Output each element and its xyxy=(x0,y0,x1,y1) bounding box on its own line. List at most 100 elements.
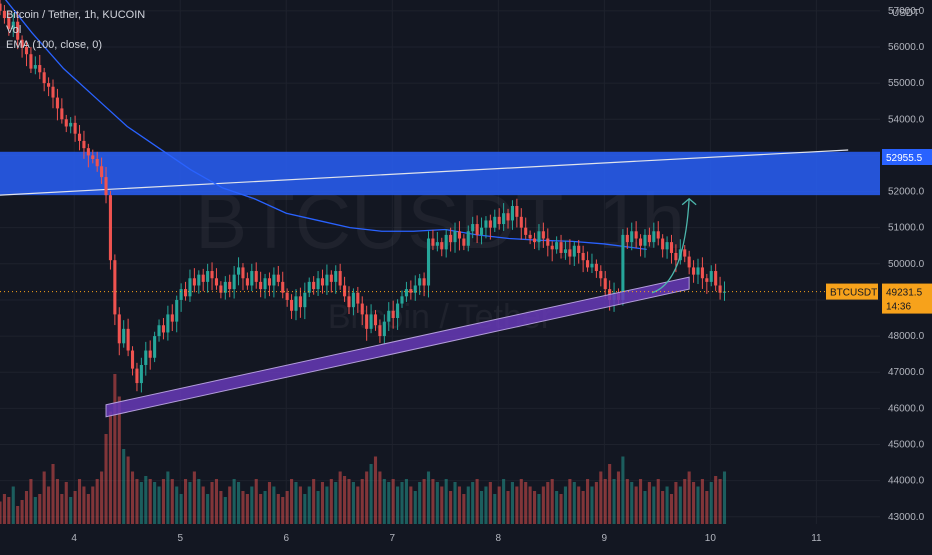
candle-body xyxy=(360,303,364,315)
price-tick-label: 48000.0 xyxy=(888,331,925,342)
zone-trendline xyxy=(0,149,849,196)
volume-bar xyxy=(139,482,143,524)
zone-price-text: 52955.5 xyxy=(886,153,923,164)
volume-bar xyxy=(718,479,722,524)
legend-symbol[interactable]: Bitcoin / Tether, 1h, KUCOIN xyxy=(6,9,146,21)
candle-body xyxy=(709,271,713,282)
candle-body xyxy=(183,289,188,297)
candle-body xyxy=(479,227,484,235)
volume-bar xyxy=(373,456,378,524)
candle-body xyxy=(687,256,691,268)
candle-body xyxy=(276,274,280,282)
candle-body xyxy=(7,18,11,29)
candle-body xyxy=(488,220,492,228)
resistance-zone[interactable] xyxy=(0,149,880,196)
candle-body xyxy=(409,289,413,293)
volume-bar xyxy=(612,479,616,524)
volume-bar xyxy=(11,486,15,524)
volume-bar xyxy=(453,482,457,524)
volume-bar xyxy=(347,479,351,524)
candle-body xyxy=(714,271,718,286)
candle-body xyxy=(581,252,585,261)
time-tick-label: 5 xyxy=(177,533,183,544)
price-axis[interactable]: 57000.056000.055000.054000.053000.052000… xyxy=(888,6,925,523)
volume-bar xyxy=(378,471,382,524)
candle-body xyxy=(108,195,112,261)
volume-bar xyxy=(656,479,660,524)
volume-bar xyxy=(210,482,214,524)
candle-body xyxy=(325,274,329,286)
candle-body xyxy=(303,292,307,308)
legend-volume[interactable]: Vol xyxy=(6,24,22,36)
volume-bar xyxy=(144,476,148,524)
volume-bar xyxy=(510,482,514,524)
volume-bar xyxy=(69,497,73,524)
candle-body xyxy=(157,325,161,337)
volume-bar xyxy=(108,411,112,524)
volume-bar xyxy=(466,486,470,524)
candle-body xyxy=(426,238,431,286)
candle-body xyxy=(435,242,439,246)
volume-bar xyxy=(298,486,302,524)
volume-bar xyxy=(537,494,541,524)
candle-body xyxy=(647,234,651,243)
candle-body xyxy=(484,220,488,228)
time-tick-label: 9 xyxy=(602,533,608,544)
candle-body xyxy=(20,39,24,47)
volume-bar xyxy=(0,501,2,524)
volume-bar xyxy=(625,479,629,524)
volume-bar xyxy=(20,500,24,524)
candle-body xyxy=(210,271,214,279)
candle-body xyxy=(24,46,29,55)
volume-bar xyxy=(153,482,157,524)
volume-bar xyxy=(307,486,311,524)
candle-body xyxy=(307,281,311,293)
candle-body xyxy=(259,281,263,290)
candle-body xyxy=(197,274,201,286)
candle-body xyxy=(356,292,360,304)
volume-bar xyxy=(100,471,104,524)
candle-body xyxy=(431,238,435,246)
time-axis[interactable]: 4 5 6 7 8 9 10 11 xyxy=(71,533,822,544)
candle-body xyxy=(696,267,700,275)
candle-body xyxy=(338,271,342,286)
volume-bar xyxy=(316,491,320,524)
volume-bar xyxy=(183,479,188,524)
candle-body xyxy=(541,231,545,239)
support-channel[interactable] xyxy=(105,276,690,418)
volume-bar xyxy=(457,486,461,524)
volume-bar xyxy=(418,482,422,524)
volume-bar xyxy=(643,491,647,524)
volume-bar xyxy=(661,491,665,524)
candle-body xyxy=(590,263,594,268)
volume-bar xyxy=(201,486,205,524)
legend-ema[interactable]: EMA (100, close, 0) xyxy=(6,39,102,51)
candle-body xyxy=(188,278,192,297)
volume-bar xyxy=(250,486,254,524)
candle-body xyxy=(60,108,64,120)
projection-arrow[interactable] xyxy=(651,197,697,294)
volume-bar xyxy=(232,479,236,524)
volume-bar xyxy=(524,482,528,524)
volume-bar xyxy=(572,482,576,524)
volume-bar xyxy=(263,491,267,524)
volume-bar xyxy=(206,494,210,524)
volume-bar xyxy=(338,471,342,524)
candle-body xyxy=(351,292,355,308)
candle-body xyxy=(515,205,519,217)
volume-bars xyxy=(0,374,727,524)
volume-bar xyxy=(157,486,161,524)
volume-bar xyxy=(267,482,272,524)
channel-band xyxy=(105,276,690,418)
volume-bar xyxy=(356,486,360,524)
candle-body xyxy=(718,285,722,293)
countdown-text: 14:36 xyxy=(886,302,911,313)
volume-bar xyxy=(228,486,232,524)
candle-body xyxy=(586,260,590,268)
price-tick-label: 46000.0 xyxy=(888,403,925,414)
volume-bar xyxy=(303,494,307,524)
candle-body xyxy=(245,278,249,286)
volume-bar xyxy=(683,479,687,524)
